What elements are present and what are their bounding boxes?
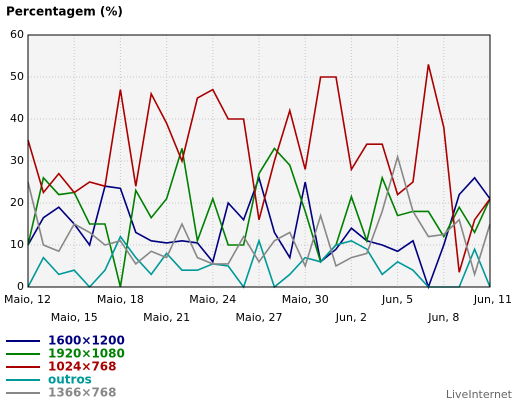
y-tick-label: 60 — [10, 28, 24, 41]
x-tick-label: Maio, 12 — [4, 293, 51, 306]
x-tick-label: Maio, 24 — [189, 293, 236, 306]
x-tick-label: Jun, 11 — [473, 293, 512, 306]
y-tick-label: 40 — [10, 112, 24, 125]
x-tick-label: Maio, 30 — [282, 293, 329, 306]
chart-title: Percentagem (%) — [6, 5, 123, 19]
x-tick-label: Maio, 27 — [235, 311, 282, 324]
y-tick-label: 0 — [17, 280, 24, 293]
legend-label: 1024×768 — [48, 360, 117, 374]
series-line — [27, 235, 491, 289]
legend-label: 1366×768 — [48, 386, 117, 400]
y-tick-label: 20 — [10, 196, 24, 209]
x-tick-label: Maio, 15 — [51, 311, 98, 324]
plot-border — [27, 34, 491, 288]
legend-label: outros — [48, 373, 92, 387]
watermark: LiveInternet — [446, 388, 513, 401]
x-tick-label: Maio, 21 — [143, 311, 190, 324]
x-tick-label: Maio, 18 — [97, 293, 144, 306]
series-line — [27, 153, 491, 278]
legend-label: 1920×1080 — [48, 347, 125, 361]
series-line — [27, 64, 491, 273]
legend-label: 1600×1200 — [48, 334, 125, 348]
y-tick-label: 10 — [10, 238, 24, 251]
x-tick-label: Jun, 5 — [381, 293, 413, 306]
x-tick-label: Jun, 2 — [335, 311, 367, 324]
y-tick-label: 30 — [10, 154, 24, 167]
y-tick-label: 50 — [10, 70, 24, 83]
x-tick-label: Jun, 8 — [427, 311, 459, 324]
